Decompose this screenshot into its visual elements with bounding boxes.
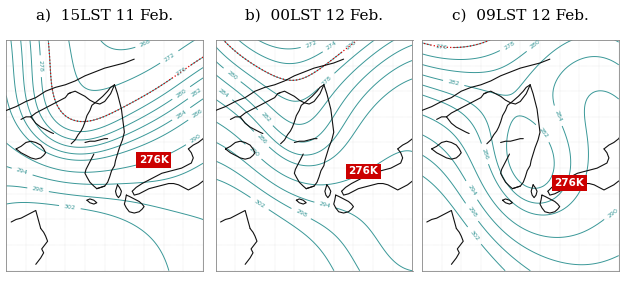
Text: a)  15LST 11 Feb.: a) 15LST 11 Feb. [36, 9, 173, 23]
Text: 286: 286 [256, 133, 268, 145]
Text: 294: 294 [16, 167, 29, 176]
Text: 284: 284 [554, 109, 562, 122]
Text: 276K: 276K [554, 178, 584, 188]
Text: 286: 286 [191, 108, 203, 119]
Text: 290: 290 [607, 207, 619, 218]
Text: 276: 276 [344, 39, 357, 51]
Text: 294: 294 [466, 184, 477, 197]
Text: 302: 302 [253, 198, 266, 209]
Text: 298: 298 [295, 209, 308, 219]
Text: 284: 284 [217, 87, 230, 99]
Text: 268: 268 [139, 38, 152, 48]
Text: 286: 286 [481, 148, 489, 160]
Text: 276: 276 [436, 44, 448, 50]
Text: b)  00LST 12 Feb.: b) 00LST 12 Feb. [245, 9, 383, 23]
Text: 282: 282 [448, 79, 460, 87]
Text: 302: 302 [64, 204, 76, 210]
Text: 280: 280 [226, 69, 238, 81]
Text: 290: 290 [189, 133, 201, 144]
Text: 278: 278 [321, 75, 332, 87]
Text: 276K: 276K [139, 155, 169, 165]
Text: 282: 282 [538, 127, 549, 139]
Text: 278: 278 [503, 40, 516, 50]
Text: 294: 294 [319, 201, 331, 209]
Text: 290: 290 [248, 146, 259, 158]
Text: 280: 280 [175, 87, 188, 98]
Text: 276: 276 [175, 66, 188, 77]
Text: 302: 302 [469, 229, 480, 242]
Text: 274: 274 [326, 40, 338, 51]
Text: 298: 298 [32, 186, 44, 193]
Text: 282: 282 [191, 87, 203, 98]
Text: 298: 298 [466, 206, 478, 219]
Text: 280: 280 [529, 39, 541, 50]
Text: 284: 284 [175, 109, 188, 119]
Text: c)  09LST 12 Feb.: c) 09LST 12 Feb. [452, 9, 589, 23]
Text: 276K: 276K [348, 166, 378, 176]
Text: 272: 272 [304, 39, 318, 48]
Text: 278: 278 [38, 60, 44, 72]
Text: 282: 282 [259, 112, 271, 124]
Text: 272: 272 [163, 52, 176, 62]
